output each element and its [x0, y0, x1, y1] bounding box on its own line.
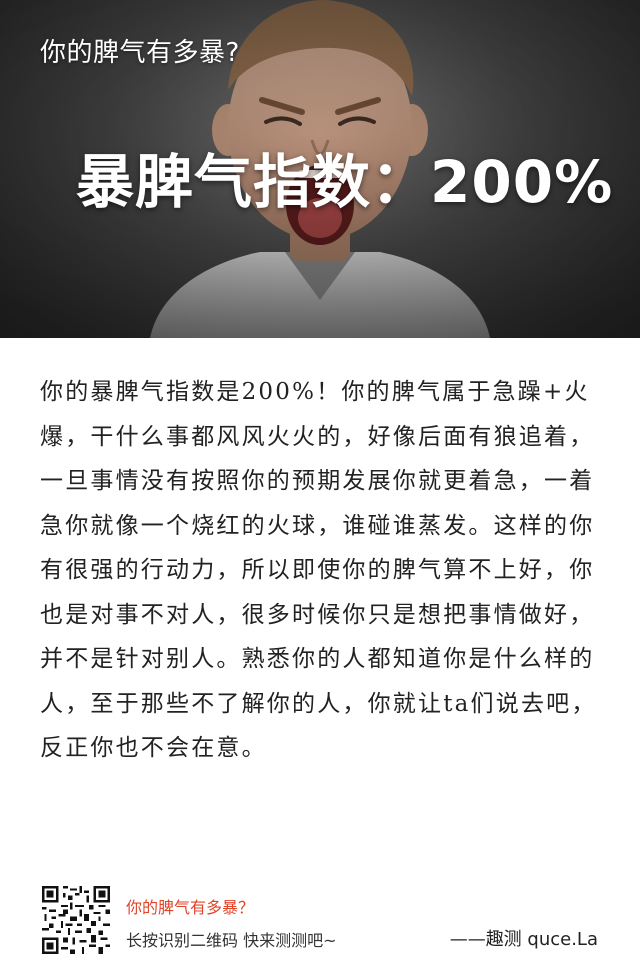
footer-quiz-title: 你的脾气有多暴？	[126, 898, 255, 917]
hero-photo	[0, 0, 640, 338]
footer: 你的脾气有多暴？ 长按识别二维码 快来测测吧~ ——趣测 quce.La	[0, 880, 640, 977]
hero-banner: 你的脾气有多暴? 暴脾气指数：200%	[0, 0, 640, 338]
temper-index-heading: 暴脾气指数：200%	[76, 148, 614, 216]
result-description: 你的暴脾气指数是200%！你的脾气属于急躁+火爆，干什么事都风风火火的，好像后面…	[40, 379, 597, 761]
qr-instruction: 长按识别二维码 快来测测吧~	[126, 931, 337, 950]
quiz-title: 你的脾气有多暴?	[40, 38, 240, 68]
brand-signature: ——趣测 quce.La	[449, 929, 598, 950]
qr-code-icon[interactable]	[42, 886, 110, 954]
